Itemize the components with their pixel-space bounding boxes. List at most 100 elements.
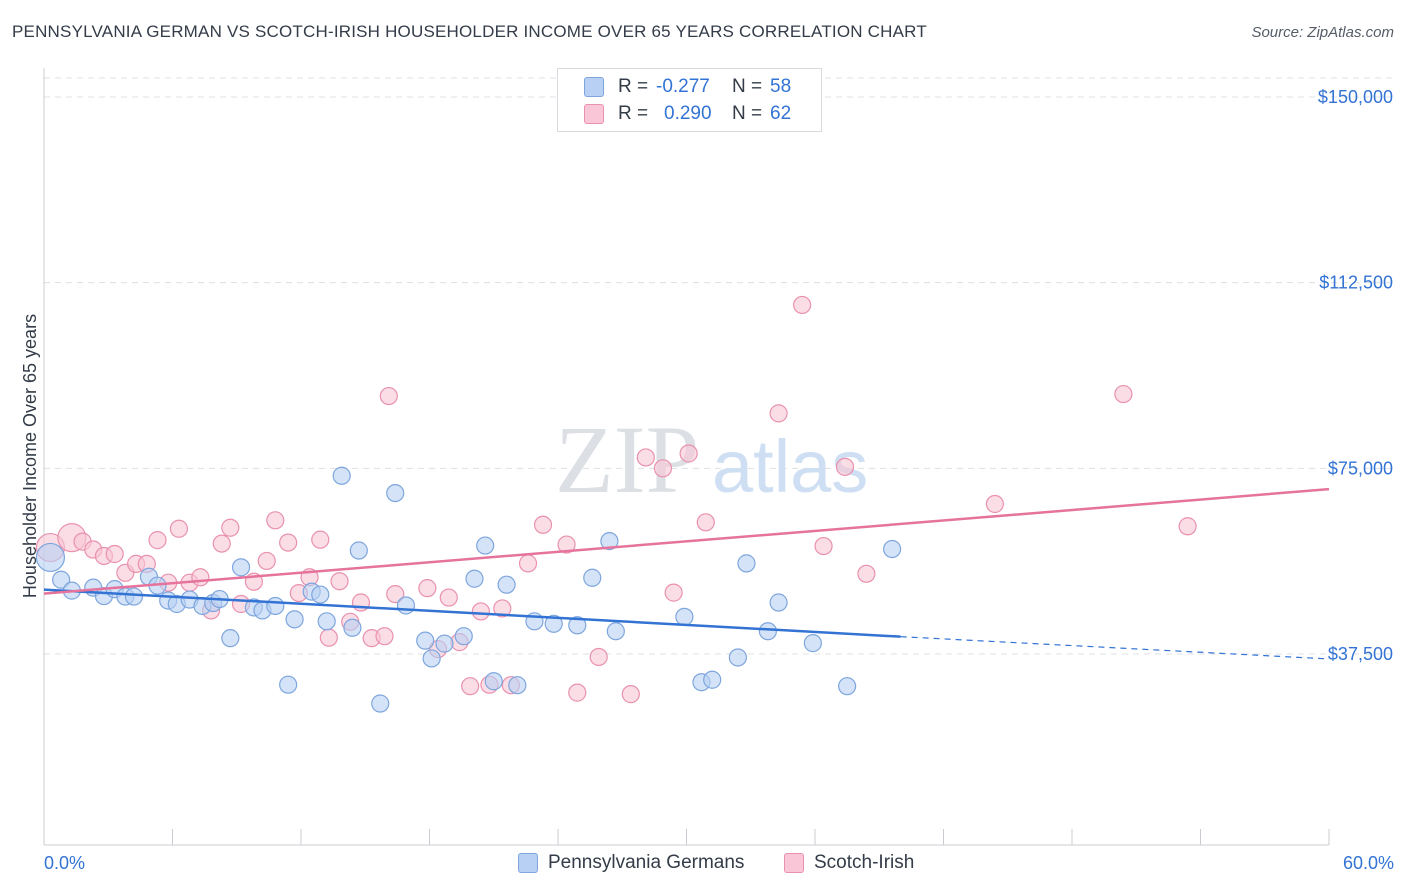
legend-row-pennsylvania-germans: R = -0.277 N = 58 <box>584 74 791 100</box>
pink-point <box>221 518 240 537</box>
n-label: N = <box>732 103 763 124</box>
y-tick-label: $75,000 <box>1328 458 1393 478</box>
blue-point <box>52 570 71 589</box>
pink-point <box>279 533 298 552</box>
blue-point <box>285 610 304 629</box>
y-axis-label: Householder Income Over 65 years <box>20 314 40 598</box>
watermark-zip: ZIP <box>555 406 699 513</box>
pink-point <box>257 551 276 571</box>
blue-point <box>435 634 454 653</box>
blue-point <box>332 466 351 485</box>
pink-point <box>148 531 167 550</box>
blue-point <box>758 622 777 641</box>
r-label: R = <box>618 76 649 97</box>
watermark: ZIP atlas <box>555 406 868 513</box>
pink-point <box>653 459 673 478</box>
legend-label: Scotch-Irish <box>814 852 915 873</box>
legend-item-pennsylvania-germans: Pennsylvania Germans <box>518 852 744 874</box>
blue-point <box>221 629 240 648</box>
pink-point <box>493 599 512 618</box>
pink-point <box>1114 384 1133 404</box>
blue-point <box>769 593 788 612</box>
y-tick-label: $112,500 <box>1319 273 1393 293</box>
series-pennsylvania-germans <box>35 466 902 713</box>
pink-point <box>330 572 349 591</box>
blue-point <box>266 596 285 616</box>
blue-point <box>386 483 405 503</box>
blue-point <box>422 649 441 668</box>
pink-point <box>557 535 576 554</box>
pink-point <box>533 515 553 534</box>
pink-point <box>568 683 587 702</box>
trend-line-scotch-irish <box>43 487 1330 595</box>
blue-point <box>600 532 619 551</box>
blue-point <box>124 587 144 606</box>
blue-point <box>279 675 298 694</box>
trend-lines <box>43 487 1330 660</box>
blue-point <box>737 554 756 573</box>
pink-point <box>636 448 655 467</box>
blue-point <box>544 614 563 633</box>
pink-point <box>212 534 231 553</box>
blue-point <box>465 569 484 588</box>
blue-point <box>343 618 362 637</box>
blue-point <box>231 558 251 577</box>
blue-point <box>703 670 722 689</box>
y-tick-label: $150,000 <box>1318 87 1393 107</box>
blue-point <box>35 542 66 573</box>
blue-swatch <box>518 853 538 873</box>
pink-point <box>461 677 480 696</box>
chart-title: PENNSYLVANIA GERMAN VS SCOTCH-IRISH HOUS… <box>12 22 927 41</box>
pink-point <box>835 457 855 476</box>
pink-point <box>311 530 330 549</box>
pink-point <box>696 513 715 532</box>
blue-point <box>497 575 516 594</box>
trend-line-extension <box>900 636 1330 660</box>
blue-point <box>882 539 902 559</box>
legend-row-scotch-irish: R = 0.290 N = 62 <box>584 101 791 127</box>
correlation-legend: R = -0.277 N = 58 R = 0.290 N = 62 <box>557 68 822 132</box>
blue-point <box>454 627 473 646</box>
pink-point <box>418 579 437 598</box>
source-label: Source: ZipAtlas.com <box>1251 24 1394 41</box>
blue-point <box>508 676 527 695</box>
n-value: 58 <box>770 76 792 97</box>
pink-swatch <box>584 104 604 124</box>
pink-point <box>375 627 394 646</box>
pink-point <box>319 628 338 647</box>
pink-point <box>793 295 812 315</box>
pink-point <box>386 584 405 604</box>
pink-point <box>664 583 683 602</box>
pink-point <box>589 647 608 667</box>
blue-point <box>311 585 330 604</box>
blue-point <box>396 596 416 615</box>
r-value: 0.290 <box>664 103 712 124</box>
pink-point <box>471 602 490 621</box>
blue-point <box>476 536 495 555</box>
pink-point <box>105 544 124 564</box>
pink-point <box>191 568 210 587</box>
blue-point <box>349 541 368 560</box>
n-label: N = <box>732 76 763 97</box>
legend-label: Pennsylvania Germans <box>548 852 745 873</box>
x-tick-label-min: 0.0% <box>44 853 85 873</box>
blue-point <box>416 631 435 650</box>
blue-point <box>317 612 336 631</box>
axes <box>43 68 1330 846</box>
blue-point <box>484 672 503 691</box>
pink-point <box>857 564 876 583</box>
pink-point <box>769 404 788 423</box>
n-value: 62 <box>770 103 792 124</box>
blue-swatch <box>584 77 604 97</box>
y-tick-label: $37,500 <box>1328 644 1393 664</box>
blue-point <box>583 568 602 587</box>
pink-swatch <box>784 853 804 873</box>
x-tick-label-max: 60.0% <box>1343 853 1394 873</box>
pink-point <box>814 536 833 556</box>
blue-point <box>675 607 694 626</box>
pink-point <box>679 444 698 463</box>
trend-line-pennsylvania-germans <box>43 588 901 638</box>
pink-point <box>379 386 398 406</box>
pink-point <box>621 685 640 704</box>
